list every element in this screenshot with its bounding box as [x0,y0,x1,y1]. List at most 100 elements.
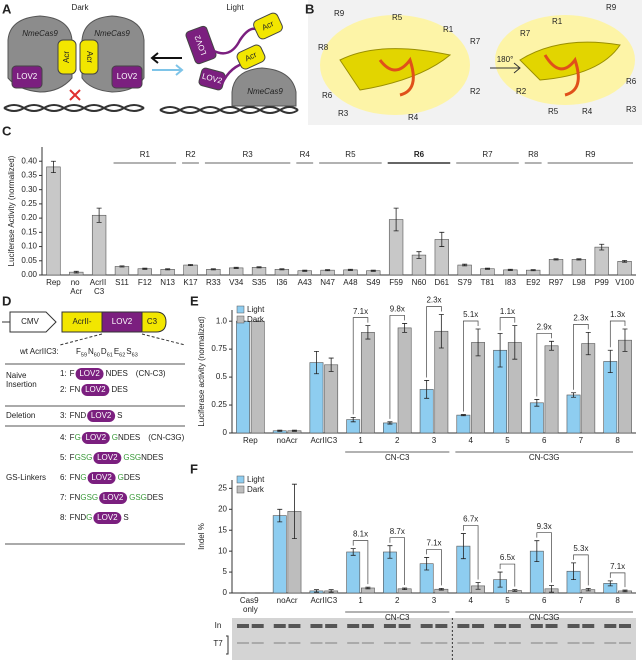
error-bar [607,580,613,587]
residue-number: 63 [132,352,138,358]
bar [324,364,339,434]
bracket [573,554,589,586]
cas9-label: NmeCas9 [94,29,130,38]
acr-shape [253,12,283,40]
group-label: CN-C3G [529,453,560,462]
residue: (CN-C3) [136,369,166,378]
fold-label: 9.8x [390,305,405,314]
residue: G [75,433,81,442]
residue-number: 60 [94,352,100,358]
bar [236,320,250,434]
region-label: R5 [392,13,403,22]
lov2-pill [87,472,116,484]
y-tick-label: 1.0 [216,316,228,325]
lov2-shape [11,65,43,89]
bar [360,332,375,434]
gel-band [582,624,595,628]
error-bar [370,269,376,272]
region-label: R6 [322,91,333,100]
bracket [226,635,229,655]
error-bar [439,231,445,247]
construct-d: CMV AcrII- LOV2 C3 wt AcrIIC3: [2,311,186,545]
fold-label: 7.1x [426,539,441,548]
section-label: Deletion [6,411,35,420]
x-tick-label: 7 [579,596,584,605]
error-bar [277,508,283,523]
group-label: R8 [528,150,539,159]
residue: E [114,347,119,356]
gel-band [347,642,360,644]
error-bar [497,571,503,588]
error-bar [416,251,422,259]
linker [211,27,259,55]
y-tick-label: 0.40 [21,156,37,165]
lov2-pill [99,492,128,504]
error-bar [530,269,536,272]
x-tick-label: AcrIIC3 [310,436,337,445]
residue: G [80,473,86,482]
error-bar [142,267,148,270]
gel-band [435,642,448,644]
bracket [499,317,516,331]
lov2-label: LOV2 [91,411,112,420]
bracket [389,315,405,419]
loop [543,54,580,97]
x-tick-label: P99 [595,278,610,287]
x-tick-label: F12 [138,278,152,287]
gel-band [582,642,595,644]
residue: F [70,433,75,442]
error-bar [534,540,540,563]
group-label: R9 [585,150,596,159]
bracket [536,332,552,397]
gel-band [545,624,558,628]
residue: F [70,369,75,378]
residue: G [118,473,124,482]
group-label: R3 [242,150,253,159]
y-axis-label: Indel % [197,523,206,550]
x-tick-label: N60 [412,278,427,287]
error-bar [387,545,393,559]
error-bar [585,331,591,356]
region-label: R2 [516,87,527,96]
bar [548,259,564,276]
separator [5,363,185,545]
gel-band [604,642,617,644]
bar [594,246,609,276]
error-bar [622,260,628,263]
gel-band [618,624,631,628]
gel-band [508,624,521,628]
x-tick-label: S49 [366,278,381,287]
x-tick-label: T81 [481,278,495,287]
x-tick-label: noAcr [277,436,298,445]
error-bar [585,587,591,592]
y-tick-label: 10 [218,546,227,555]
bar [617,261,632,276]
lov2-pill [93,512,122,524]
error-bar [365,586,371,590]
error-bar [622,328,628,352]
residue: 2: [60,385,67,394]
x-tick-label: 8 [615,596,620,605]
x-tick-label: AcrIIC3 [310,596,337,605]
section-label: Naive Insertion [6,371,37,389]
acr-shape [79,39,99,75]
error-bar [402,323,408,333]
state-label: Dark [72,3,90,12]
bar [183,264,198,276]
error-bar [507,268,513,271]
bar [272,515,287,594]
error-bar [475,582,481,590]
legend-label: Light [247,475,265,484]
residue: NDES [118,433,140,442]
lov2-shape [185,25,217,65]
x-tick-label: 5 [505,436,510,445]
residue: G [112,433,118,442]
residue: DES [111,385,127,394]
gel-band [361,642,374,644]
error-bar [549,585,555,593]
error-bar [571,392,577,398]
bracket [573,324,589,390]
error-bar [256,266,262,269]
group-label: R6 [414,150,425,159]
